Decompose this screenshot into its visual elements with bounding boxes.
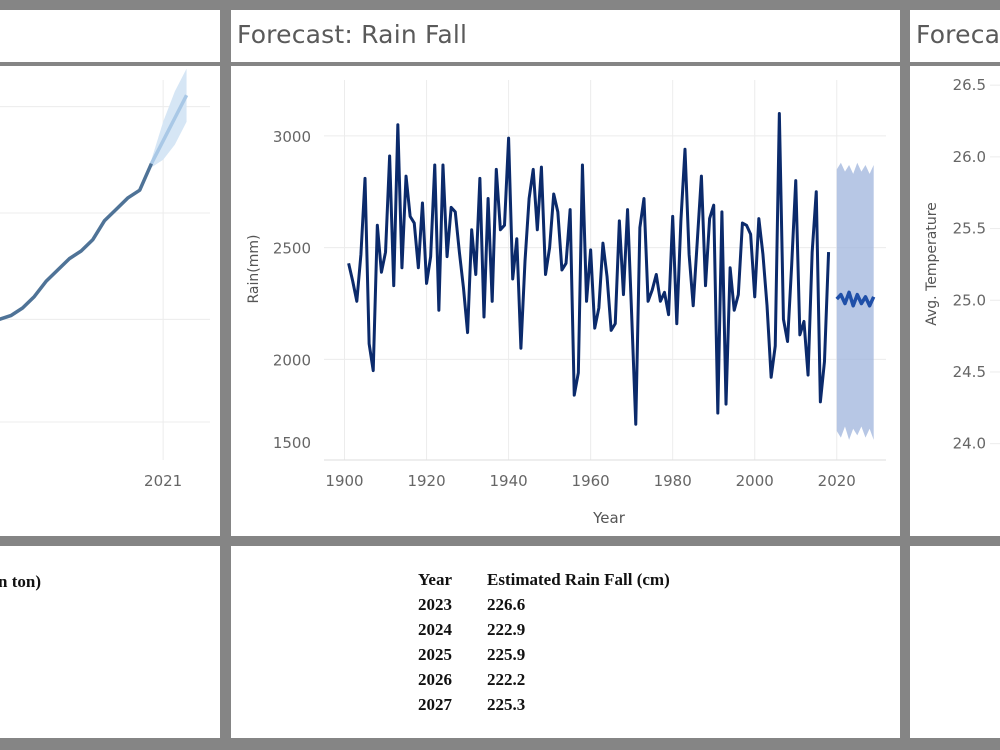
right-chart-title: Forecas: [916, 20, 1000, 49]
left-title-bar: [0, 10, 220, 62]
left-forecast-line: [149, 94, 189, 165]
table-cell-value: 226.6: [487, 595, 526, 614]
rain-chart-panel: 1500 2000 2500 3000 1900 1920 1940 1960 1980 2000…: [231, 66, 900, 536]
y-tick-label: 2000: [273, 351, 311, 369]
table-cell-year: 2027: [418, 695, 452, 714]
table-cell-year: 2024: [418, 620, 452, 639]
temperature-chart-panel: 24.0 24.5 25.0 25.5 26.0 26.5 Avg. Temperature: [910, 66, 1000, 536]
y-tick-label: 24.0: [953, 435, 986, 453]
estimated-rain-fall-table: Year Estimated Rain Fall (cm) 2023 226.6…: [418, 570, 718, 730]
right-title-bar: Forecas: [910, 10, 1000, 62]
table-header-year: Year: [418, 570, 452, 589]
x-tick-label: 1980: [654, 472, 692, 490]
y-tick-label: 24.5: [953, 363, 986, 381]
x-tick-label: 1960: [572, 472, 610, 490]
x-tick-label: 2021: [144, 472, 182, 490]
x-axis-title: Year: [592, 509, 626, 527]
y-tick-label: 2500: [273, 240, 311, 258]
rain-table-panel: Year Estimated Rain Fall (cm) 2023 226.6…: [231, 546, 900, 738]
rain-fall-chart: 1500 2000 2500 3000 1900 1920 1940 1960 1980 2000…: [246, 80, 886, 527]
x-tick-label: 2020: [818, 472, 856, 490]
table-cell-value: 225.9: [487, 645, 526, 664]
y-tick-label: 3000: [273, 128, 311, 146]
left-table-header: n ton): [0, 572, 41, 591]
table-header-value: Estimated Rain Fall (cm): [487, 570, 670, 589]
table-cell-value: 222.2: [487, 670, 526, 689]
left-chart: 20012021: [0, 68, 210, 490]
x-tick-label: 1920: [407, 472, 445, 490]
y-tick-label: 26.5: [953, 76, 986, 94]
x-tick-label: 2000: [736, 472, 774, 490]
y-axis-title: Avg. Temperature: [924, 202, 940, 326]
table-cell-year: 2026: [418, 670, 452, 689]
table-cell-value: 225.3: [487, 695, 526, 714]
x-tick-label: 1900: [325, 472, 363, 490]
y-tick-label: 26.0: [953, 148, 986, 166]
rain-actual-line: [347, 112, 831, 426]
y-axis-title: Rain(mm): [246, 235, 262, 304]
table-cell-year: 2023: [418, 595, 452, 614]
middle-title-bar: Forecast: Rain Fall: [231, 10, 900, 62]
temperature-chart: 24.0 24.5 25.0 25.5 26.0 26.5 Avg. Temperature: [924, 76, 1000, 453]
rain-forecast-line: [835, 290, 876, 308]
y-tick-label: 25.0: [953, 291, 986, 309]
left-actual-line: [0, 162, 154, 322]
table-cell-value: 222.9: [487, 620, 526, 639]
y-tick-label: 25.5: [953, 220, 986, 238]
right-table-panel: [910, 546, 1000, 738]
table-cell-year: 2025: [418, 645, 452, 664]
left-chart-panel: 20012021: [0, 66, 220, 536]
x-tick-label: 1940: [490, 472, 528, 490]
y-tick-label: 1500: [273, 434, 311, 452]
left-table-panel: n ton): [0, 546, 220, 738]
chart-title: Forecast: Rain Fall: [237, 20, 468, 49]
